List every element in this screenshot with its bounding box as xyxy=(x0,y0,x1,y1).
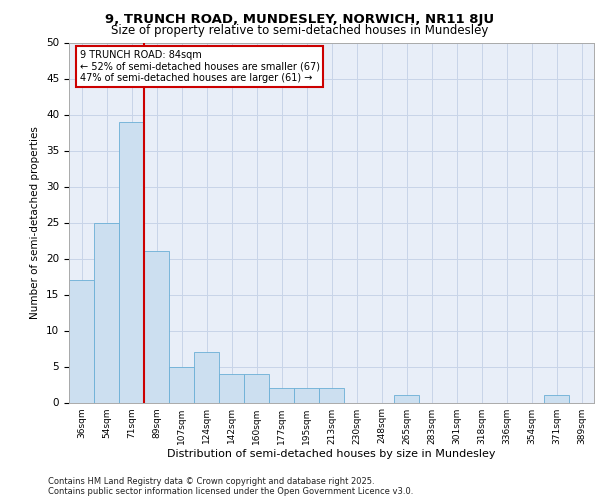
Text: Contains HM Land Registry data © Crown copyright and database right 2025.
Contai: Contains HM Land Registry data © Crown c… xyxy=(48,476,413,496)
Bar xyxy=(69,280,94,402)
Bar xyxy=(319,388,344,402)
Text: 9 TRUNCH ROAD: 84sqm
← 52% of semi-detached houses are smaller (67)
47% of semi-: 9 TRUNCH ROAD: 84sqm ← 52% of semi-detac… xyxy=(79,50,320,83)
Bar xyxy=(169,366,194,402)
Bar xyxy=(219,374,244,402)
Bar xyxy=(119,122,144,402)
Y-axis label: Number of semi-detached properties: Number of semi-detached properties xyxy=(31,126,40,319)
Bar xyxy=(144,252,169,402)
Text: Size of property relative to semi-detached houses in Mundesley: Size of property relative to semi-detach… xyxy=(112,24,488,37)
Bar xyxy=(394,396,419,402)
Bar xyxy=(269,388,294,402)
Bar xyxy=(294,388,319,402)
Text: 9, TRUNCH ROAD, MUNDESLEY, NORWICH, NR11 8JU: 9, TRUNCH ROAD, MUNDESLEY, NORWICH, NR11… xyxy=(106,12,494,26)
X-axis label: Distribution of semi-detached houses by size in Mundesley: Distribution of semi-detached houses by … xyxy=(167,450,496,460)
Bar xyxy=(544,396,569,402)
Bar xyxy=(244,374,269,402)
Bar xyxy=(194,352,219,403)
Bar xyxy=(94,222,119,402)
